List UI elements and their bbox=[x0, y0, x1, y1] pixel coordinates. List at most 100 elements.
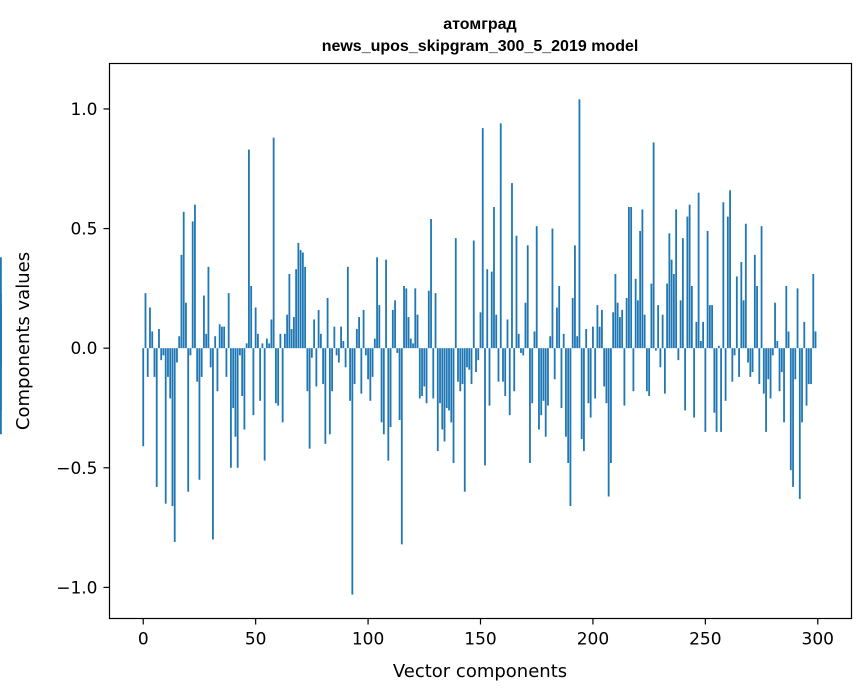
bar bbox=[520, 348, 522, 353]
bar bbox=[171, 348, 174, 507]
bar bbox=[556, 307, 558, 349]
bar bbox=[337, 348, 340, 363]
y-tick-label: −1.0 bbox=[56, 578, 97, 598]
bar bbox=[744, 223, 747, 349]
bar bbox=[274, 348, 277, 404]
bar bbox=[684, 348, 687, 411]
y-axis-label: Components values bbox=[13, 252, 34, 430]
bar bbox=[742, 300, 745, 349]
bar bbox=[265, 338, 268, 349]
bar bbox=[180, 254, 183, 349]
x-tick-label: 200 bbox=[577, 630, 609, 650]
bar bbox=[776, 341, 779, 349]
bar bbox=[315, 348, 318, 387]
bar bbox=[697, 192, 700, 349]
bar bbox=[198, 348, 201, 480]
bar bbox=[286, 314, 289, 349]
bar bbox=[391, 309, 394, 349]
y-tick-label: 0.0 bbox=[70, 339, 97, 359]
bar bbox=[158, 329, 160, 349]
bar bbox=[283, 333, 286, 349]
bar bbox=[351, 348, 354, 595]
bar bbox=[400, 348, 403, 545]
bar bbox=[263, 348, 266, 461]
bar bbox=[670, 259, 673, 349]
bar bbox=[425, 348, 428, 404]
bar bbox=[373, 338, 376, 349]
bar bbox=[297, 242, 300, 349]
bar bbox=[612, 312, 615, 349]
bar bbox=[475, 348, 477, 373]
bar bbox=[711, 305, 713, 349]
x-tick-label: 100 bbox=[352, 630, 384, 650]
bar bbox=[762, 348, 765, 394]
bar bbox=[268, 343, 271, 349]
bar bbox=[326, 297, 329, 349]
bar bbox=[486, 269, 489, 349]
bar bbox=[279, 333, 282, 349]
bar bbox=[699, 341, 702, 349]
bar bbox=[317, 309, 320, 349]
bar bbox=[668, 233, 671, 349]
y-axis-ticks: −1.0 −0.5 0.0 0.5 1.0 bbox=[56, 100, 110, 598]
bar bbox=[252, 348, 255, 416]
bar bbox=[295, 269, 298, 349]
bar bbox=[681, 238, 684, 349]
bar bbox=[679, 300, 682, 349]
bar bbox=[722, 202, 725, 349]
bar bbox=[657, 305, 660, 349]
bar bbox=[232, 348, 235, 408]
bar bbox=[715, 348, 718, 432]
bar bbox=[450, 348, 453, 423]
bar bbox=[328, 348, 331, 435]
bar bbox=[610, 348, 612, 464]
bar bbox=[299, 250, 302, 349]
x-tick-label: 150 bbox=[464, 630, 496, 650]
bar bbox=[630, 207, 633, 349]
bar bbox=[780, 348, 783, 373]
bar bbox=[720, 348, 722, 432]
bar bbox=[457, 348, 459, 382]
bar bbox=[787, 331, 790, 349]
bar bbox=[569, 348, 572, 507]
bar bbox=[142, 348, 145, 447]
bar bbox=[310, 348, 313, 358]
bar bbox=[753, 254, 756, 349]
bar bbox=[414, 288, 417, 349]
bar bbox=[313, 319, 316, 349]
bar bbox=[191, 221, 194, 349]
bar bbox=[778, 348, 781, 392]
bar bbox=[281, 348, 284, 423]
bar bbox=[783, 348, 785, 423]
bar bbox=[497, 348, 500, 382]
bar bbox=[535, 226, 538, 349]
chart-title: атомград bbox=[443, 16, 516, 33]
bar bbox=[731, 348, 734, 382]
bar bbox=[796, 288, 799, 349]
y-tick-label: 1.0 bbox=[70, 100, 97, 120]
bar bbox=[589, 348, 592, 418]
bar bbox=[272, 137, 275, 349]
bar bbox=[583, 348, 585, 452]
bar bbox=[666, 283, 669, 349]
bar bbox=[481, 128, 484, 349]
bar bbox=[382, 348, 385, 435]
bar bbox=[144, 293, 147, 349]
bar bbox=[562, 333, 565, 349]
bar bbox=[517, 333, 520, 349]
bar bbox=[792, 348, 794, 487]
bar bbox=[169, 348, 172, 399]
bar bbox=[346, 266, 349, 349]
bar bbox=[614, 274, 617, 349]
bar bbox=[182, 211, 185, 349]
bar bbox=[187, 348, 190, 492]
bar bbox=[344, 348, 347, 368]
bar bbox=[353, 348, 356, 385]
bar bbox=[259, 348, 262, 401]
bar bbox=[454, 238, 457, 349]
bar bbox=[529, 348, 531, 464]
bar bbox=[439, 348, 441, 404]
bar bbox=[619, 317, 621, 349]
bar bbox=[445, 348, 448, 408]
bar bbox=[162, 348, 165, 356]
